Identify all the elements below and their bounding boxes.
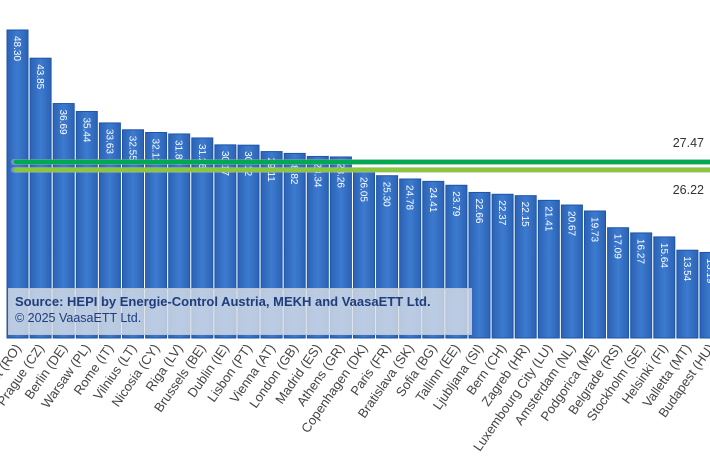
bar (560, 204, 583, 339)
bar (168, 133, 191, 339)
bar-value-label: 28.26 (334, 163, 345, 188)
reference-line-label: 27.47 (673, 136, 704, 150)
bar (584, 210, 606, 339)
source-box: Source: HEPI by Energie-Control Austria,… (8, 288, 472, 335)
bar-value-label: 13.54 (681, 256, 692, 281)
bar (699, 251, 710, 339)
bar-value-label: 24.41 (427, 187, 438, 212)
bar (653, 236, 676, 339)
reference-line-label: 26.22 (673, 183, 704, 197)
bar-value-label: 20.67 (565, 211, 576, 236)
bar (191, 137, 214, 339)
bar-value-label: 22.15 (519, 202, 530, 227)
bar-value-label: 31.89 (173, 140, 184, 165)
bar-value-label: 15.64 (658, 243, 669, 268)
bar (122, 129, 144, 339)
copyright-text: © 2025 VaasaETT Ltd. (15, 311, 142, 325)
bar-value-label: 25.30 (381, 182, 392, 207)
bar-value-label: 36.69 (57, 110, 68, 135)
bar-value-label: 22.37 (496, 200, 507, 225)
bar-value-label: 19.73 (589, 217, 600, 242)
bar-value-label: 22.66 (473, 198, 484, 223)
bar (6, 29, 29, 339)
bar-value-label: 17.09 (612, 234, 623, 259)
bar (676, 249, 699, 339)
bar-value-label: 32.55 (127, 136, 138, 161)
bar-value-label: 43.85 (34, 64, 45, 89)
source-text: Source: HEPI by Energie-Control Austria,… (15, 294, 431, 309)
bar-value-label: 31.26 (196, 144, 207, 169)
bar-value-label: 48.30 (11, 36, 22, 61)
bar (468, 191, 491, 339)
bar (491, 193, 514, 339)
bar (537, 199, 560, 339)
bar-value-label: 21.41 (542, 206, 553, 231)
bar-value-label: 32.12 (150, 139, 161, 164)
bar-value-label: 23.79 (450, 191, 461, 216)
bar-value-label: 16.27 (635, 239, 646, 264)
bar (145, 132, 168, 339)
bar (630, 232, 653, 339)
bar-value-label: 33.63 (103, 129, 114, 154)
bar (98, 122, 121, 339)
bar-value-label: 24.78 (404, 185, 415, 210)
bar (29, 57, 52, 339)
bar-value-label: 35.44 (80, 117, 91, 142)
bar (514, 195, 537, 339)
bar (607, 227, 630, 339)
bar-value-label: 13.19 (704, 258, 710, 283)
bar-value-label: 26.05 (358, 177, 369, 202)
bar-value-label: 28.34 (311, 162, 322, 187)
